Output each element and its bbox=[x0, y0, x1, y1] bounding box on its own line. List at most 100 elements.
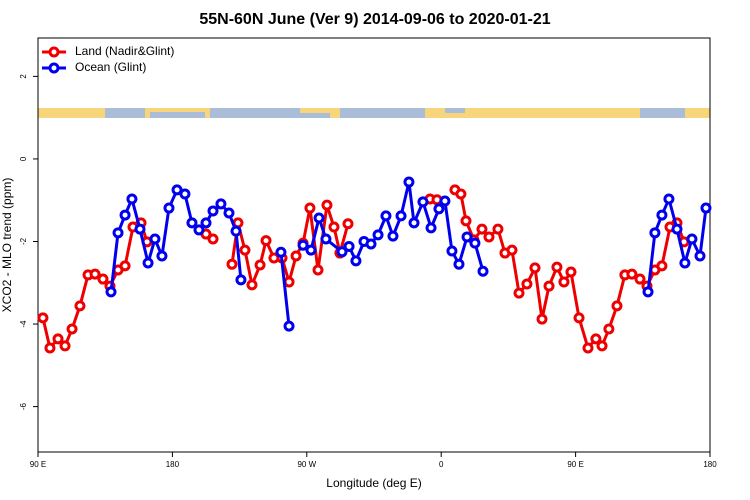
point bbox=[260, 235, 272, 247]
point bbox=[492, 223, 504, 235]
point bbox=[649, 227, 661, 239]
point bbox=[343, 240, 355, 252]
point bbox=[425, 222, 437, 234]
point bbox=[671, 223, 683, 235]
point bbox=[297, 239, 309, 251]
point bbox=[694, 250, 706, 262]
y-tick-label: 2 bbox=[19, 74, 28, 79]
point bbox=[179, 188, 191, 200]
point bbox=[565, 266, 577, 278]
point bbox=[395, 210, 407, 222]
point bbox=[483, 231, 495, 243]
point bbox=[476, 223, 488, 235]
point bbox=[142, 257, 154, 269]
y-tick-label: 0 bbox=[19, 156, 28, 161]
point bbox=[156, 250, 168, 262]
legend-marker bbox=[48, 46, 60, 58]
point bbox=[163, 202, 175, 214]
point bbox=[372, 229, 384, 241]
point bbox=[686, 233, 698, 245]
point bbox=[126, 193, 138, 205]
point bbox=[186, 217, 198, 229]
point bbox=[320, 233, 332, 245]
point bbox=[634, 273, 646, 285]
x-tick-label: 180 bbox=[703, 460, 717, 469]
point bbox=[700, 202, 712, 214]
point bbox=[656, 260, 668, 272]
point bbox=[342, 218, 354, 230]
point bbox=[305, 244, 317, 256]
point bbox=[246, 279, 258, 291]
point bbox=[536, 313, 548, 325]
point bbox=[290, 250, 302, 262]
point bbox=[469, 237, 481, 249]
point bbox=[439, 195, 451, 207]
y-tick-label: -4 bbox=[19, 320, 28, 328]
point bbox=[283, 276, 295, 288]
point bbox=[226, 258, 238, 270]
point bbox=[239, 244, 251, 256]
point bbox=[573, 312, 585, 324]
point bbox=[417, 196, 429, 208]
point bbox=[112, 227, 124, 239]
point bbox=[336, 246, 348, 258]
point bbox=[149, 233, 161, 245]
point bbox=[365, 238, 377, 250]
point bbox=[59, 340, 71, 352]
legend-marker bbox=[48, 62, 60, 74]
plot-frame bbox=[37, 37, 711, 453]
point bbox=[350, 255, 362, 267]
point bbox=[89, 268, 101, 280]
point bbox=[200, 217, 212, 229]
map-strip bbox=[38, 108, 710, 118]
point bbox=[558, 276, 570, 288]
point bbox=[312, 264, 324, 276]
legend-label: Ocean (Glint) bbox=[75, 60, 146, 74]
point bbox=[230, 225, 242, 237]
point bbox=[380, 210, 392, 222]
point bbox=[304, 202, 316, 214]
legend-label: Land (Nadir&Glint) bbox=[75, 44, 174, 58]
point bbox=[596, 340, 608, 352]
y-axis-label: XCO2 - MLO trend (ppm) bbox=[0, 178, 14, 313]
x-tick-label: 90 W bbox=[297, 460, 316, 469]
point bbox=[461, 231, 473, 243]
y-tick-label: -2 bbox=[19, 237, 28, 245]
point bbox=[477, 265, 489, 277]
point bbox=[455, 188, 467, 200]
point bbox=[171, 184, 183, 196]
point bbox=[105, 286, 117, 298]
point bbox=[582, 342, 594, 354]
point bbox=[446, 245, 458, 257]
point bbox=[44, 342, 56, 354]
x-axis-label: Longitude (deg E) bbox=[326, 476, 421, 490]
point bbox=[506, 244, 518, 256]
x-tick-label: 180 bbox=[166, 460, 180, 469]
point bbox=[529, 262, 541, 274]
point bbox=[603, 323, 615, 335]
point bbox=[313, 212, 325, 224]
point bbox=[52, 333, 64, 345]
point bbox=[275, 246, 287, 258]
x-tick-label: 0 bbox=[439, 460, 444, 469]
point bbox=[663, 193, 675, 205]
point bbox=[328, 221, 340, 233]
point bbox=[283, 320, 295, 332]
point bbox=[626, 268, 638, 280]
point bbox=[656, 209, 668, 221]
point bbox=[66, 323, 78, 335]
chart-title: 55N-60N June (Ver 9) 2014-09-06 to 2020-… bbox=[199, 11, 550, 28]
point bbox=[551, 261, 563, 273]
point bbox=[207, 205, 219, 217]
point bbox=[235, 274, 247, 286]
point bbox=[193, 224, 205, 236]
point bbox=[642, 286, 654, 298]
point bbox=[37, 312, 49, 324]
point bbox=[453, 258, 465, 270]
point bbox=[119, 260, 131, 272]
point bbox=[215, 198, 227, 210]
point bbox=[590, 333, 602, 345]
point bbox=[134, 223, 146, 235]
